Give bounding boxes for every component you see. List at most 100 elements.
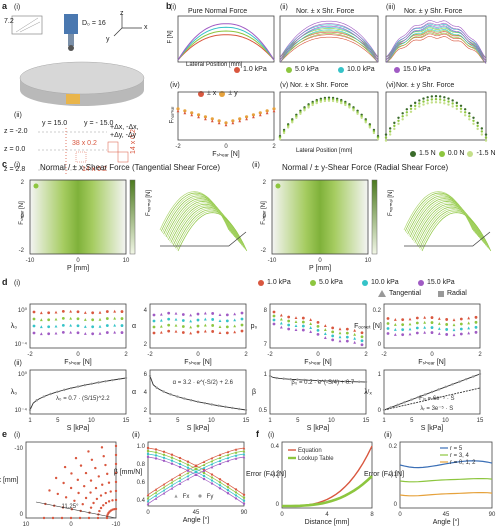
data-point [315,101,318,105]
series-line [147,450,245,499]
c-ii-xlabel: P [mm] [309,265,331,272]
data-point-triangle [393,328,397,331]
data-point [459,104,463,107]
data-point [484,136,488,139]
d-ii-ylabel: α [132,389,136,396]
data-point [203,115,208,119]
surface-mesh-line [176,210,246,250]
data-point-triangle [353,332,357,336]
c-i-x1: 0 [76,258,80,264]
data-point [89,506,93,509]
series-line [147,456,245,505]
data-point [60,516,64,520]
data-point-triangle [174,323,178,327]
data-point [384,139,388,142]
d-i-x1: 0 [430,352,434,358]
series-line [282,445,373,507]
heatmap-c-i: 2 0 -2-10 0 10 P [mm] [19,179,130,272]
data-point-triangle [174,329,178,333]
data-point [167,317,171,321]
data-point [403,401,406,404]
data-point [225,313,229,317]
data-point [430,326,434,329]
data-point [331,99,335,103]
data-point-triangle [54,331,58,335]
panel-c-ii-title: Normal / ± y-Shear Force (Radial Shear F… [282,163,449,172]
chart-b-1 [177,15,275,63]
data-point [224,405,227,409]
panel-f-i-label: (i) [268,432,275,439]
data-point [272,318,276,322]
data-point [372,131,376,135]
data-point [401,328,405,332]
d-ii-x1: 5 [410,418,414,424]
data-point-triangle [323,328,327,331]
d-ii-xlabel: S [kPa] [421,425,444,432]
series-line [279,23,379,61]
f-ii-x1: 45 [443,512,450,518]
data-point [282,377,285,380]
chart-b-iv: -2 0 2 Fₛₕₑₐᵣ [N] [175,91,276,158]
data-point [28,408,32,412]
data-point [90,458,94,461]
data-point [102,504,105,507]
d-i-ylabel: α [132,323,136,330]
data-point [107,481,111,484]
d-legend-15kpa: 15.0 kPa [418,279,455,286]
data-point [415,326,419,330]
data-point [352,109,355,112]
data-point [211,312,215,315]
data-point [104,491,107,495]
data-point [344,103,347,107]
data-point [203,401,207,405]
data-point-triangle [353,336,357,340]
data-point [396,403,399,407]
data-point [303,378,306,382]
data-point [447,103,450,106]
f-i-x2: 8 [370,512,374,518]
data-point [240,323,244,327]
data-point-triangle [279,313,283,317]
z-label-2: z = 0.0 [4,146,26,153]
data-point [295,116,298,119]
surface-mesh-line [421,212,492,252]
data-point-triangle [83,325,87,328]
d-i-ylabel: p₀ [251,323,258,330]
data-point-triangle [113,323,117,327]
d-i-x2: 2 [124,352,128,358]
legend-r-2: r = 0, 1, 2 [450,460,476,466]
axis-z-label: z [120,10,124,17]
plot-frame [269,369,367,415]
b-sub-4: (v) [280,82,289,89]
data-point [70,472,73,475]
data-point [105,516,109,520]
panel-e-label: e [2,429,8,439]
data-point [63,465,67,469]
data-point [331,338,335,342]
d-i-ylabel: Fₒₒₛₑₜ [N] [354,323,382,330]
b-sub-1: (ii) [280,4,288,11]
data-point [430,316,434,319]
b-ylabel: F [N] [167,30,174,44]
series-line [279,30,379,61]
probe-tip [68,34,74,46]
data-point [337,380,340,383]
series-line [399,460,493,469]
data-point-triangle [54,324,58,328]
c-i-x2: 10 [123,258,130,264]
d-legend-5kpa: 5.0 kPa [310,279,343,286]
chart-f-i: 0 4 8 Distance [mm] 0 0.2 0.4 Error (Fₙ) [N] Equ… [246,441,374,526]
data-point [316,379,320,382]
d-ii-x3: 15 [243,418,250,424]
data-point [114,453,118,457]
data-point [447,100,450,103]
data-point [459,110,463,113]
d-i-ylabel: λ₀ [11,323,18,330]
data-point [389,406,393,409]
data-point [335,100,339,103]
data-point [124,376,128,380]
plot-frame [279,15,379,63]
data-point [291,121,294,124]
